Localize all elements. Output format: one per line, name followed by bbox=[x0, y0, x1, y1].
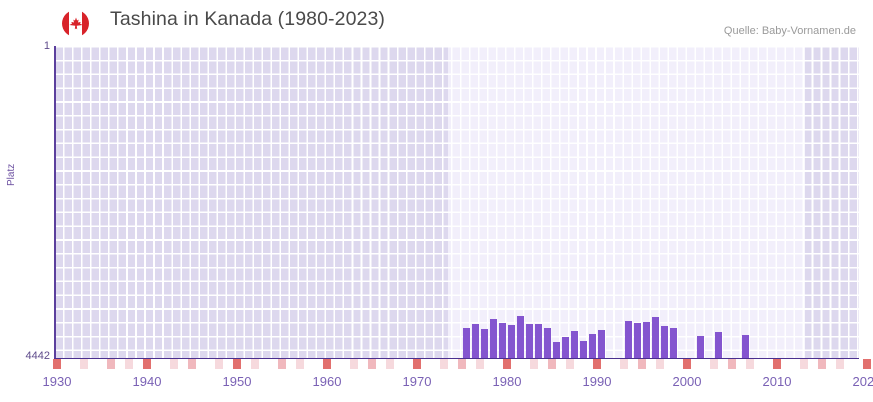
maple-leaf-icon bbox=[68, 17, 83, 29]
x-tick-29 bbox=[710, 359, 718, 369]
bar-1980[interactable] bbox=[463, 328, 471, 358]
bar-1990[interactable] bbox=[553, 342, 561, 358]
bar-1991[interactable] bbox=[562, 337, 570, 358]
x-axis-label-2010: 2010 bbox=[762, 374, 792, 389]
bar-2002[interactable] bbox=[661, 326, 669, 358]
x-tick-31 bbox=[746, 359, 754, 369]
plot-shade-inactive-0 bbox=[54, 46, 448, 358]
x-tick-3 bbox=[125, 359, 133, 369]
x-axis-label-1930: 1930 bbox=[42, 374, 72, 389]
bar-1988[interactable] bbox=[535, 324, 543, 358]
x-tick-23 bbox=[566, 359, 574, 369]
y-axis-line bbox=[54, 46, 56, 359]
x-tick-13 bbox=[350, 359, 358, 369]
plot-shade-active-1 bbox=[448, 46, 805, 358]
bar-1994[interactable] bbox=[589, 334, 597, 358]
x-tick-25 bbox=[620, 359, 628, 369]
bar-2001[interactable] bbox=[652, 317, 660, 358]
page-title: Tashina in Kanada (1980-2023) bbox=[110, 8, 386, 30]
x-tick-22 bbox=[548, 359, 556, 369]
x-tick-1950 bbox=[233, 359, 241, 369]
bar-1983[interactable] bbox=[490, 319, 498, 358]
x-tick-19 bbox=[476, 359, 484, 369]
x-axis-label-1990: 1990 bbox=[582, 374, 612, 389]
flag-band-right bbox=[81, 10, 89, 37]
flag-band-left bbox=[62, 10, 70, 37]
source-attribution: Quelle: Baby-Vornamen.de bbox=[723, 25, 856, 37]
bar-1998[interactable] bbox=[625, 321, 633, 358]
x-axis-label-1950: 1950 bbox=[222, 374, 252, 389]
x-tick-33 bbox=[800, 359, 808, 369]
x-axis-label-2000: 2000 bbox=[672, 374, 702, 389]
x-tick-1970 bbox=[413, 359, 421, 369]
plot-gridlines bbox=[54, 46, 859, 358]
x-tick-15 bbox=[386, 359, 394, 369]
x-tick-2020 bbox=[863, 359, 871, 369]
bar-2003[interactable] bbox=[670, 328, 678, 358]
x-tick-5 bbox=[170, 359, 178, 369]
y-axis-title: Platz bbox=[6, 163, 17, 186]
bar-1984[interactable] bbox=[499, 323, 507, 358]
x-tick-27 bbox=[656, 359, 664, 369]
bar-1989[interactable] bbox=[544, 328, 552, 358]
canada-flag-icon bbox=[62, 10, 89, 37]
x-tick-11 bbox=[296, 359, 304, 369]
x-tick-1940 bbox=[143, 359, 151, 369]
x-tick-9 bbox=[251, 359, 259, 369]
x-tick-2000 bbox=[683, 359, 691, 369]
x-tick-2010 bbox=[773, 359, 781, 369]
y-axis-tick-bottom: 4442 bbox=[25, 350, 50, 362]
x-axis-label-1960: 1960 bbox=[312, 374, 342, 389]
bar-1995[interactable] bbox=[598, 330, 606, 358]
x-tick-10 bbox=[278, 359, 286, 369]
x-axis-line bbox=[54, 357, 859, 360]
bar-1986[interactable] bbox=[517, 316, 525, 358]
bar-1993[interactable] bbox=[580, 341, 588, 358]
x-tick-21 bbox=[530, 359, 538, 369]
x-tick-34 bbox=[818, 359, 826, 369]
x-axis-label-1940: 1940 bbox=[132, 374, 162, 389]
x-tick-26 bbox=[638, 359, 646, 369]
x-tick-1960 bbox=[323, 359, 331, 369]
y-axis-tick-top: 1 bbox=[43, 40, 50, 52]
x-axis-label-1970: 1970 bbox=[402, 374, 432, 389]
bar-2000[interactable] bbox=[643, 322, 651, 358]
bar-2006[interactable] bbox=[697, 336, 705, 358]
x-tick-1980 bbox=[503, 359, 511, 369]
x-tick-1990 bbox=[593, 359, 601, 369]
bar-1999[interactable] bbox=[634, 323, 642, 358]
x-tick-1930 bbox=[53, 359, 61, 369]
x-tick-35 bbox=[836, 359, 844, 369]
x-tick-6 bbox=[188, 359, 196, 369]
x-tick-17 bbox=[440, 359, 448, 369]
plot-area bbox=[54, 46, 859, 358]
x-axis-label-2020: 2020 bbox=[852, 374, 873, 389]
x-tick-30 bbox=[728, 359, 736, 369]
bar-1981[interactable] bbox=[472, 324, 480, 358]
bar-1982[interactable] bbox=[481, 329, 489, 358]
bar-1992[interactable] bbox=[571, 331, 579, 358]
x-tick-18 bbox=[458, 359, 466, 369]
bar-1985[interactable] bbox=[508, 325, 516, 358]
bar-1987[interactable] bbox=[526, 324, 534, 358]
plot-shade-inactive-2 bbox=[805, 46, 859, 358]
x-tick-7 bbox=[215, 359, 223, 369]
bar-2011[interactable] bbox=[742, 335, 750, 358]
x-tick-2 bbox=[107, 359, 115, 369]
x-tick-1 bbox=[80, 359, 88, 369]
bar-2008[interactable] bbox=[715, 332, 723, 358]
chart-header: Tashina in Kanada (1980-2023) Quelle: Ba… bbox=[0, 0, 873, 44]
x-axis-label-1980: 1980 bbox=[492, 374, 522, 389]
x-tick-14 bbox=[368, 359, 376, 369]
